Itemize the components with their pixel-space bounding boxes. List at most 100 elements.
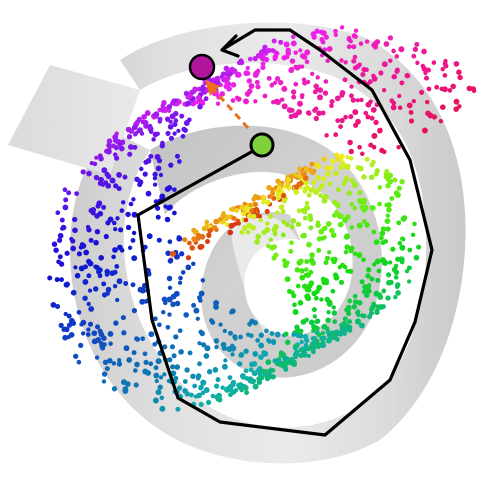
data-point [118,145,125,152]
data-point [248,208,255,214]
data-point [310,71,315,76]
data-point [152,176,158,181]
data-point [328,164,334,171]
data-point [181,126,187,132]
data-point [167,124,174,130]
data-point [164,116,171,122]
data-point [111,361,117,366]
data-point [94,213,100,219]
data-point [385,182,391,189]
data-point [308,319,315,326]
data-point [112,283,118,289]
data-point [101,204,107,210]
data-point [306,192,312,198]
data-point [353,28,359,33]
data-point [308,225,314,231]
data-point [377,129,382,134]
data-point [292,309,299,315]
data-point [159,405,166,412]
data-point [93,264,98,269]
data-point [166,296,173,303]
data-point [201,342,207,348]
data-point [87,288,93,293]
data-point [283,355,290,362]
path-arrowhead [220,34,240,58]
data-point [172,131,177,136]
data-point [304,200,310,206]
data-point [127,144,134,150]
data-point [365,114,371,120]
data-point [383,239,389,244]
data-point [54,277,60,283]
data-point [439,86,444,92]
data-point [102,359,109,365]
data-point [272,56,278,62]
data-point [128,201,134,207]
data-point [398,256,405,263]
data-point [303,342,309,348]
data-point [191,261,196,267]
data-point [308,216,314,222]
data-point [267,194,272,199]
data-point [357,144,362,150]
data-point [246,78,252,84]
data-point [321,156,327,162]
data-point [163,300,168,306]
data-point [98,254,104,261]
data-point [116,361,123,367]
data-point [97,273,103,279]
data-point [113,226,118,232]
data-point [240,375,246,380]
data-point [297,300,304,306]
data-point [306,353,311,359]
data-point [319,297,324,302]
euclidean-shortcut-line [212,88,250,130]
data-point [399,80,405,86]
data-point [321,323,328,330]
data-point [290,40,297,47]
data-point [164,216,171,223]
data-point [173,118,179,123]
data-point [187,350,193,356]
data-point [299,64,305,69]
data-point [161,309,166,315]
data-point [152,341,158,347]
data-point [248,367,254,373]
data-point [153,111,160,118]
data-point [195,232,202,239]
data-point [289,58,296,64]
data-point [79,242,85,247]
start-point-marker [249,132,275,158]
data-point [196,392,202,399]
data-point [261,195,266,201]
data-point [322,193,329,200]
data-point [303,179,309,186]
data-point [123,345,130,352]
data-point [371,229,377,235]
data-point [214,344,219,350]
data-point [272,231,278,237]
data-point [299,93,305,98]
data-point [83,249,90,256]
data-point [230,82,237,88]
data-point [74,272,81,279]
data-point [299,268,305,274]
data-points-layer [47,25,477,412]
data-point [159,395,165,401]
data-point [217,397,223,403]
data-point [189,89,194,95]
data-point [364,222,370,228]
data-point [220,71,226,77]
data-point [404,269,410,274]
data-point [384,168,390,174]
data-point [315,75,320,80]
data-point [230,352,235,357]
data-point [273,98,280,105]
data-point [244,390,250,396]
data-point [248,83,255,89]
data-point [400,236,405,241]
data-point [299,274,306,281]
data-point [386,280,392,286]
data-point [223,65,230,72]
data-point [281,219,287,225]
